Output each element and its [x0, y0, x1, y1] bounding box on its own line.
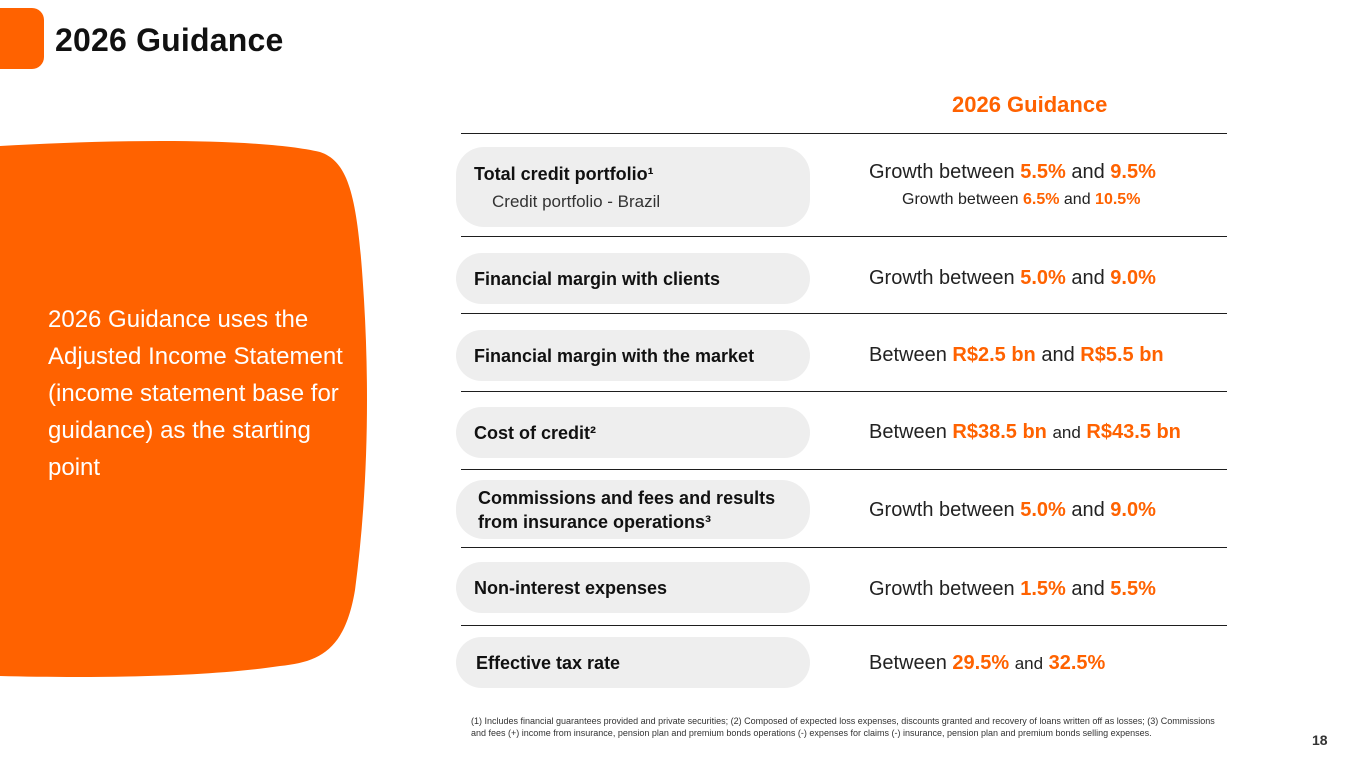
row-label-commissions-fees: Commissions and fees and results from in… [456, 480, 810, 539]
value-prefix: Between [869, 421, 947, 443]
footnote: (1) Includes financial guarantees provid… [471, 716, 1215, 738]
value-prefix: Growth between [869, 267, 1015, 289]
row-label-text: Effective tax rate [476, 652, 621, 673]
row-label-financial-margin-market: Financial margin with the market [456, 330, 810, 381]
value-prefix: Between [869, 344, 947, 366]
value-low: 5.0% [1020, 499, 1066, 521]
page-title: 2026 Guidance [55, 22, 284, 58]
title-accent-tab [0, 8, 44, 69]
divider [461, 469, 1227, 470]
value-low: 5.0% [1020, 267, 1066, 289]
row-label-text: Commissions and fees and results from in… [478, 487, 776, 532]
value-low: 1.5% [1020, 578, 1066, 600]
sidebar-text: 2026 Guidance uses the Adjusted Income S… [48, 306, 343, 481]
page-number: 18 [1312, 732, 1328, 748]
row-value-cost-of-credit: Between R$38.5 bn and R$43.5 bn [869, 421, 1181, 444]
value-prefix: Growth between [869, 578, 1015, 600]
value-low: 5.5% [1020, 161, 1066, 183]
value-high: 9.0% [1110, 267, 1156, 289]
value-low: 29.5% [952, 652, 1010, 674]
value-joiner: and [1071, 161, 1105, 183]
value-high: R$43.5 bn [1086, 421, 1181, 443]
divider [461, 236, 1227, 237]
row-label-financial-margin-clients: Financial margin with clients [456, 253, 810, 304]
row-label-non-interest-expenses: Non-interest expenses [456, 562, 810, 613]
divider [461, 547, 1227, 548]
value-joiner: and [1041, 344, 1075, 366]
row-label-cost-of-credit: Cost of credit² [456, 407, 810, 458]
row-label-text: Total credit portfolio¹ [474, 164, 654, 184]
row-value-financial-margin-clients: Growth between 5.0% and 9.0% [869, 267, 1156, 290]
side-panel: 2026 Guidance uses the Adjusted Income S… [0, 0, 400, 768]
side-panel-shape [0, 141, 367, 677]
value-high: 9.0% [1110, 499, 1156, 521]
value-high: 5.5% [1110, 578, 1156, 600]
value-prefix: Growth between [869, 499, 1015, 521]
value-joiner: and [1071, 578, 1105, 600]
column-header: 2026 Guidance [952, 92, 1108, 117]
divider [461, 625, 1227, 626]
row-value-financial-margin-market: Between R$2.5 bn and R$5.5 bn [869, 344, 1164, 367]
row-value-total-credit-portfolio: Growth between 5.5% and 9.5% [869, 161, 1156, 184]
value-joiner: and [1071, 499, 1105, 521]
row-subvalue-credit-portfolio-brazil: Growth between 6.5% and 10.5% [902, 191, 1140, 209]
value-joiner: and [1014, 654, 1044, 673]
divider [461, 313, 1227, 314]
value-prefix: Growth between [902, 191, 1019, 208]
value-high: R$5.5 bn [1080, 344, 1164, 366]
divider [461, 391, 1227, 392]
value-high: 10.5% [1095, 191, 1141, 208]
value-high: 32.5% [1048, 652, 1106, 674]
row-sublabel-text: Credit portfolio - Brazil [492, 192, 661, 211]
value-low: R$2.5 bn [952, 344, 1036, 366]
value-prefix: Between [869, 652, 947, 674]
value-low: 6.5% [1022, 191, 1060, 208]
row-label-text: Cost of credit² [474, 422, 597, 443]
row-label-total-credit-portfolio: Total credit portfolio¹ Credit portfolio… [456, 147, 810, 227]
row-label-effective-tax-rate: Effective tax rate [456, 637, 810, 688]
row-value-effective-tax-rate: Between 29.5% and 32.5% [869, 652, 1105, 675]
row-value-commissions-fees: Growth between 5.0% and 9.0% [869, 499, 1156, 522]
value-joiner: and [1052, 423, 1081, 442]
row-label-text: Non-interest expenses [474, 577, 668, 598]
row-value-non-interest-expenses: Growth between 1.5% and 5.5% [869, 578, 1156, 601]
value-low: R$38.5 bn [952, 421, 1047, 443]
row-label-text: Financial margin with clients [474, 268, 721, 289]
value-high: 9.5% [1110, 161, 1156, 183]
divider [461, 133, 1227, 134]
row-label-text: Financial margin with the market [474, 345, 755, 366]
value-prefix: Growth between [869, 161, 1015, 183]
value-joiner: and [1063, 191, 1091, 208]
value-joiner: and [1071, 267, 1105, 289]
